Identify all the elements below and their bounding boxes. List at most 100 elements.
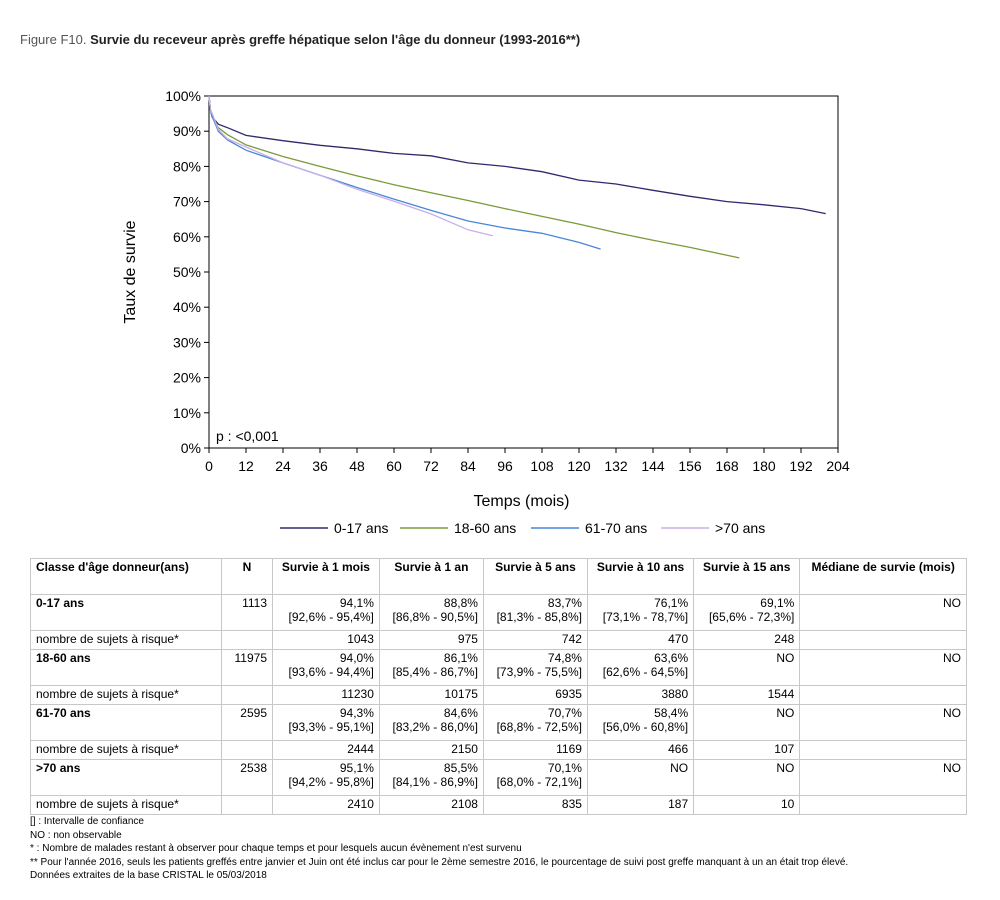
- n-cell: 11975: [221, 649, 273, 686]
- risk-count: 6935: [482, 685, 588, 705]
- risk-count: [799, 630, 967, 650]
- survival-cell: 94,1% [92,6% - 95,4%]: [272, 594, 380, 631]
- confidence-interval: [68,8% - 72,5%]: [496, 720, 582, 734]
- risk-empty-cell: [221, 630, 273, 650]
- confidence-interval: [73,1% - 78,7%]: [602, 610, 689, 624]
- header-median-survival: Médiane de survie (mois): [799, 558, 967, 595]
- survival-cell: 95,1% [94,2% - 95,8%]: [272, 759, 380, 796]
- series-line-1: [208, 95, 826, 215]
- y-tick-label: 50%: [173, 264, 201, 280]
- risk-count: 2410: [272, 795, 380, 815]
- risk-count: 2150: [378, 740, 484, 760]
- risk-count: 466: [586, 740, 695, 760]
- survival-value: 94,3%: [339, 706, 374, 720]
- risk-count: 10175: [378, 685, 484, 705]
- survival-value: NO: [943, 596, 961, 610]
- series-line-4: [208, 95, 493, 237]
- x-axis-label: Temps (mois): [473, 493, 569, 510]
- risk-row: nombre de sujets à risque* 11230 10175 6935…: [30, 685, 967, 705]
- risk-count: [799, 795, 967, 815]
- x-tick-label: 12: [238, 458, 254, 474]
- table-row: 61-70 ans 2595 94,3% [93,3% - 95,1%] 84,6% [8…: [30, 704, 967, 741]
- confidence-interval: [86,8% - 90,5%]: [392, 610, 478, 624]
- risk-count: 3880: [586, 685, 695, 705]
- plot-frame: [208, 95, 839, 449]
- survival-cell: 88,8% [86,8% - 90,5%]: [378, 594, 484, 631]
- table-row: >70 ans 2538 95,1% [94,2% - 95,8%] 85,5% [84,…: [30, 759, 967, 796]
- x-tick-label: 108: [530, 458, 554, 474]
- n-cell: 1113: [221, 594, 273, 631]
- header-survival-5-years: Survie à 5 ans: [482, 558, 588, 595]
- y-tick-label: 30%: [173, 334, 201, 350]
- risk-label: nombre de sujets à risque*: [30, 740, 222, 760]
- x-tick-label: 24: [275, 458, 291, 474]
- survival-value: NO: [776, 761, 795, 775]
- survival-cell: 74,8% [73,9% - 75,5%]: [482, 649, 588, 686]
- survival-value: NO: [943, 761, 961, 775]
- survival-cell: 94,0% [93,6% - 94,4%]: [272, 649, 380, 686]
- risk-count: 11230: [272, 685, 380, 705]
- survival-value: 88,8%: [443, 596, 478, 610]
- table-row: 0-17 ans 1113 94,1% [92,6% - 95,4%] 88,8% [86…: [30, 594, 967, 631]
- survival-value: 83,7%: [547, 596, 582, 610]
- risk-count: 10: [693, 795, 801, 815]
- survival-value: 58,4%: [654, 706, 689, 720]
- survival-cell: NO: [799, 759, 967, 796]
- survival-value: 63,6%: [654, 651, 689, 665]
- survival-cell: 69,1% [65,6% - 72,3%]: [693, 594, 801, 631]
- header-survival-10-years: Survie à 10 ans: [586, 558, 695, 595]
- x-tick-label: 168: [715, 458, 739, 474]
- age-class-cell: >70 ans: [30, 759, 222, 796]
- risk-count: 187: [586, 795, 695, 815]
- survival-cell: 76,1% [73,1% - 78,7%]: [586, 594, 695, 631]
- survival-cell: 63,6% [62,6% - 64,5%]: [586, 649, 695, 686]
- footnote: * : Nombre de malades restant à observer…: [30, 843, 522, 854]
- confidence-interval: [81,3% - 85,8%]: [496, 610, 582, 624]
- series-line-3: [208, 95, 601, 250]
- survival-value: 95,1%: [339, 761, 374, 775]
- risk-count: 1043: [272, 630, 380, 650]
- risk-count: 248: [693, 630, 801, 650]
- survival-cell: 94,3% [93,3% - 95,1%]: [272, 704, 380, 741]
- risk-label: nombre de sujets à risque*: [30, 685, 222, 705]
- survival-value: 76,1%: [654, 596, 689, 610]
- series-line-2: [208, 95, 740, 259]
- confidence-interval: [93,3% - 95,1%]: [288, 720, 374, 734]
- header-survival-1-year: Survie à 1 an: [378, 558, 484, 595]
- x-tick-label: 72: [423, 458, 439, 474]
- x-tick-label: 36: [312, 458, 328, 474]
- y-tick-label: 80%: [173, 158, 201, 174]
- figure-title: Figure F10. Survie du receveur après gre…: [20, 32, 580, 47]
- footnote: [] : Intervalle de confiance: [30, 816, 144, 827]
- confidence-interval: [62,6% - 64,5%]: [602, 665, 689, 679]
- risk-count: 1169: [482, 740, 588, 760]
- risk-row: nombre de sujets à risque* 1043 975 742 470 2…: [30, 630, 967, 650]
- survival-cell: NO: [799, 594, 967, 631]
- survival-value: NO: [670, 761, 689, 775]
- survival-value: 74,8%: [547, 651, 582, 665]
- legend-label: 61-70 ans: [585, 520, 647, 536]
- survival-cell: 84,6% [83,2% - 86,0%]: [378, 704, 484, 741]
- survival-value: 86,1%: [443, 651, 478, 665]
- survival-value: 94,1%: [339, 596, 374, 610]
- survival-cell: 70,1% [68,0% - 72,1%]: [482, 759, 588, 796]
- risk-row: nombre de sujets à risque* 2410 2108 835 187…: [30, 795, 967, 815]
- p-value-annotation: p : <0,001: [216, 428, 279, 444]
- y-tick-label: 20%: [173, 370, 201, 386]
- table-row: 18-60 ans 11975 94,0% [93,6% - 94,4%] 86,1% […: [30, 649, 967, 686]
- confidence-interval: [92,6% - 95,4%]: [288, 610, 374, 624]
- legend-label: 0-17 ans: [334, 520, 388, 536]
- footnote: NO : non observable: [30, 829, 122, 841]
- survival-cell: NO: [693, 649, 801, 686]
- risk-count: 470: [586, 630, 695, 650]
- confidence-interval: [83,2% - 86,0%]: [392, 720, 478, 734]
- y-axis-label: Taux de survie: [122, 220, 139, 323]
- y-tick-label: 100%: [165, 88, 201, 104]
- survival-value: NO: [943, 706, 961, 720]
- age-class-cell: 18-60 ans: [30, 649, 222, 686]
- survival-cell: 85,5% [84,1% - 86,9%]: [378, 759, 484, 796]
- confidence-interval: [68,0% - 72,1%]: [496, 775, 582, 789]
- confidence-interval: [56,0% - 60,8%]: [602, 720, 689, 734]
- x-tick-label: 120: [567, 458, 591, 474]
- y-tick-label: 60%: [173, 229, 201, 245]
